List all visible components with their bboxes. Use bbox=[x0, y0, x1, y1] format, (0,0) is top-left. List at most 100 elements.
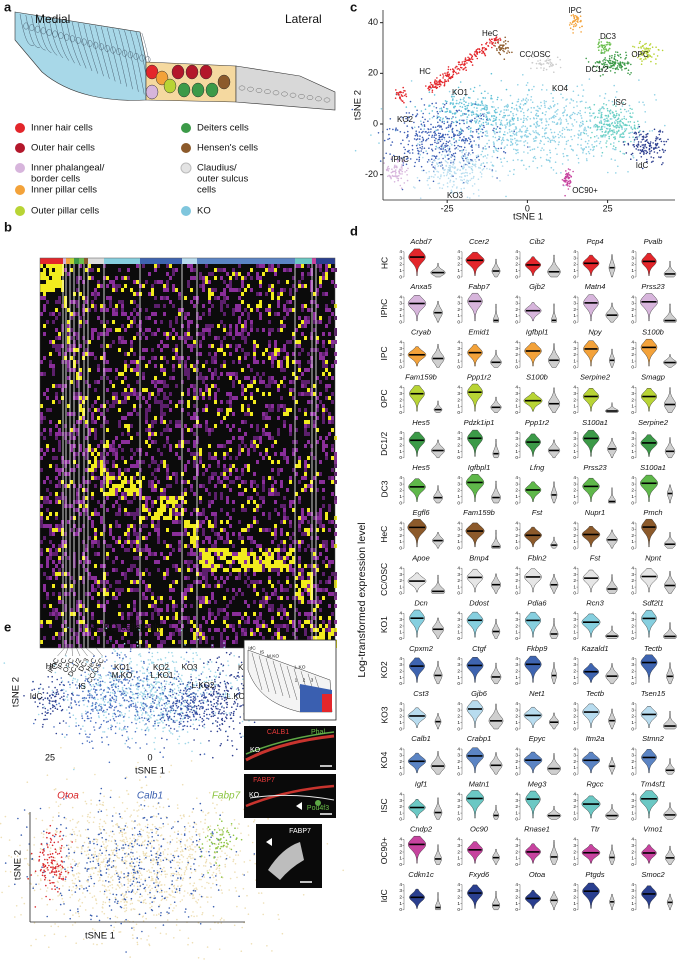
heatmap-cell bbox=[40, 288, 55, 292]
scatter-point bbox=[485, 115, 488, 118]
scatter-point bbox=[452, 164, 454, 166]
scatter-point bbox=[517, 117, 519, 119]
heatmap-cell bbox=[100, 456, 106, 460]
heatmap-cell bbox=[43, 584, 46, 588]
heatmap-cell bbox=[301, 624, 304, 628]
heatmap-cell bbox=[85, 512, 88, 516]
heatmap-cell bbox=[298, 364, 301, 368]
scatter-point bbox=[411, 144, 414, 147]
heatmap-cell bbox=[196, 300, 199, 304]
heatmap-cell bbox=[121, 544, 124, 548]
heatmap-cell bbox=[211, 456, 217, 460]
heatmap-cell bbox=[262, 488, 265, 492]
heatmap-cell bbox=[79, 620, 85, 624]
heatmap-cell bbox=[307, 532, 310, 536]
heatmap-cell bbox=[292, 352, 295, 356]
heatmap-cell bbox=[172, 604, 175, 608]
scatter-point bbox=[420, 98, 423, 100]
scatter-point bbox=[379, 160, 382, 162]
heatmap-cell bbox=[280, 520, 283, 524]
heatmap-cell bbox=[307, 484, 313, 488]
heatmap-cell bbox=[205, 428, 208, 432]
heatmap-cell bbox=[259, 292, 262, 296]
heatmap-cell bbox=[283, 404, 286, 408]
heatmap-cell bbox=[223, 472, 226, 476]
heatmap-cell bbox=[250, 392, 253, 396]
heatmap-cell bbox=[283, 408, 286, 412]
heatmap-cell bbox=[82, 556, 85, 560]
scatter-point bbox=[496, 126, 499, 128]
heatmap-cell bbox=[166, 336, 169, 340]
scatter-point bbox=[663, 143, 666, 146]
heatmap-cell bbox=[91, 540, 97, 544]
heatmap-cell bbox=[106, 476, 115, 480]
heatmap-cell bbox=[169, 420, 172, 424]
heatmap-cell bbox=[316, 376, 319, 380]
heatmap-cell bbox=[169, 392, 172, 396]
scatter-point bbox=[420, 120, 422, 122]
scatter-point bbox=[466, 174, 469, 177]
heatmap-cell bbox=[262, 512, 265, 516]
scatter-point bbox=[570, 128, 573, 131]
heatmap-cell bbox=[82, 496, 85, 500]
heatmap-cell bbox=[40, 360, 43, 364]
heatmap-cell bbox=[280, 616, 283, 620]
scatter-point bbox=[630, 126, 632, 128]
heatmap-cell bbox=[121, 308, 124, 312]
scatter-point bbox=[419, 135, 421, 137]
heatmap-cell bbox=[259, 528, 262, 532]
scatter-point bbox=[466, 156, 469, 159]
scatter-point bbox=[548, 159, 551, 162]
heatmap-cell bbox=[268, 392, 271, 396]
scatter-point bbox=[543, 135, 546, 138]
scatter-point bbox=[570, 135, 572, 138]
scatter-point bbox=[570, 114, 572, 117]
heatmap-cell bbox=[277, 416, 280, 420]
scatter-point bbox=[520, 110, 522, 112]
heatmap-cell bbox=[52, 532, 55, 536]
scatter-point bbox=[475, 103, 478, 106]
heatmap-cell bbox=[55, 436, 58, 440]
heatmap-cell bbox=[88, 628, 91, 632]
heatmap-cell bbox=[220, 536, 223, 540]
scatter-point bbox=[464, 107, 467, 110]
heatmap-cell bbox=[253, 572, 256, 576]
scatter-point bbox=[412, 186, 415, 188]
heatmap-cell bbox=[76, 432, 79, 436]
scatter-point bbox=[583, 132, 586, 135]
scatter-point bbox=[490, 97, 493, 99]
scatter-point bbox=[511, 102, 514, 105]
heatmap-cell bbox=[115, 580, 121, 584]
scatter-point bbox=[399, 90, 402, 93]
heatmap-cell bbox=[232, 412, 235, 416]
scatter-point bbox=[396, 129, 399, 131]
heatmap-cell bbox=[109, 636, 112, 640]
heatmap-cell bbox=[319, 544, 322, 548]
heatmap-cell bbox=[304, 392, 310, 396]
heatmap-cell bbox=[295, 472, 298, 476]
heatmap-cell bbox=[115, 328, 121, 332]
scatter-point bbox=[514, 142, 517, 144]
heatmap-cell bbox=[115, 284, 121, 288]
heatmap-cell bbox=[250, 328, 253, 332]
scatter-point bbox=[568, 115, 571, 118]
heatmap-cell bbox=[124, 352, 127, 356]
scatter-point bbox=[653, 94, 656, 96]
heatmap-cell bbox=[100, 472, 103, 476]
heatmap-cell bbox=[97, 552, 100, 556]
scatter-point bbox=[483, 165, 486, 168]
scatter-point bbox=[471, 111, 473, 114]
scatter-point bbox=[496, 131, 498, 134]
nucleus bbox=[63, 33, 70, 41]
heatmap-cell bbox=[139, 516, 145, 520]
scatter-point bbox=[560, 121, 562, 123]
scatter-point bbox=[496, 98, 499, 101]
heatmap-cell bbox=[313, 392, 316, 396]
heatmap-cell bbox=[193, 392, 196, 396]
heatmap-cell bbox=[322, 628, 325, 632]
group-bar bbox=[63, 258, 66, 264]
scatter-point bbox=[467, 102, 470, 105]
scatter-point bbox=[480, 117, 483, 120]
scatter-point bbox=[646, 160, 648, 163]
scatter-point bbox=[615, 110, 617, 112]
